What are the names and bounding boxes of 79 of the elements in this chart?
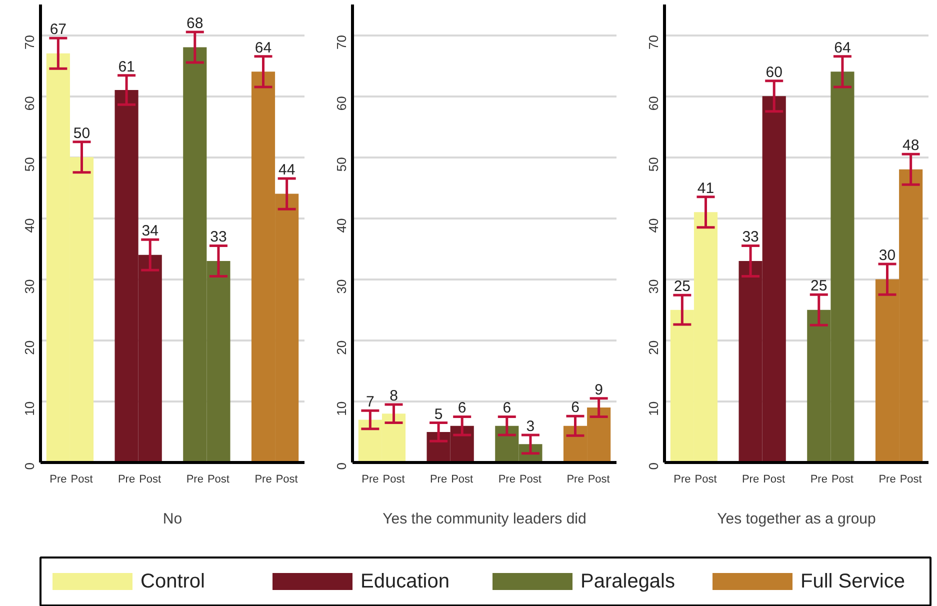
x-tick-label: Pre — [742, 474, 760, 486]
data-label: 41 — [697, 180, 714, 197]
y-tick-label: 20 — [646, 340, 661, 355]
data-label: 33 — [742, 228, 759, 246]
y-tick-label: 20 — [22, 340, 37, 355]
y-tick-label: 70 — [646, 35, 661, 50]
y-tick-label: 0 — [646, 462, 661, 470]
data-label: 5 — [434, 406, 443, 423]
x-tick-label: Post — [276, 474, 298, 486]
x-tick-label: Pre — [674, 474, 691, 486]
x-tick-label: Post — [207, 474, 230, 486]
data-label: 25 — [674, 278, 691, 296]
data-label: 68 — [186, 14, 204, 32]
data-label: 30 — [878, 247, 896, 264]
y-tick-label: 70 — [334, 35, 349, 50]
x-tick-label: Post — [139, 474, 162, 486]
y-tick-label: 30 — [22, 279, 37, 294]
y-tick-label: 50 — [646, 157, 661, 172]
legend-label: Paralegals — [580, 570, 676, 592]
x-tick-label: Post — [382, 474, 405, 486]
data-label: 34 — [142, 222, 158, 240]
x-tick-label: Post — [900, 474, 922, 486]
x-tick-label: Pre — [362, 474, 379, 486]
data-label: 9 — [594, 381, 603, 398]
y-tick-label: 60 — [334, 96, 349, 111]
data-label: 6 — [571, 399, 580, 416]
y-tick-label: 10 — [646, 401, 661, 416]
x-tick-label: Post — [831, 474, 854, 486]
y-tick-label: 0 — [334, 462, 349, 470]
legend-label: Education — [360, 570, 450, 592]
x-axis-title: No — [162, 510, 182, 528]
x-tick-label: Post — [451, 474, 474, 486]
data-label: 6 — [502, 400, 512, 417]
y-tick-label: 40 — [646, 218, 661, 233]
y-tick-label: 40 — [22, 218, 37, 233]
data-label: 44 — [278, 162, 296, 179]
y-tick-label: 30 — [334, 279, 349, 294]
x-tick-label: Pre — [186, 474, 204, 486]
data-label: 8 — [390, 387, 398, 404]
y-tick-label: 50 — [22, 157, 37, 172]
x-tick-label: Post — [763, 474, 786, 486]
y-tick-label: 10 — [22, 401, 37, 416]
data-label: 60 — [766, 64, 782, 81]
x-tick-label: Pre — [566, 474, 584, 486]
y-tick-label: 0 — [22, 462, 37, 470]
data-label: 67 — [50, 21, 67, 38]
x-tick-label: Pre — [430, 474, 448, 486]
y-tick-label: 60 — [22, 96, 37, 111]
legend-label: Full Service — [800, 570, 905, 592]
x-tick-label: Pre — [50, 474, 67, 486]
data-label: 33 — [210, 228, 227, 246]
x-axis-title: Yes the community leaders did — [382, 510, 586, 528]
data-label: 61 — [118, 58, 135, 76]
x-tick-label: Post — [519, 474, 542, 486]
data-label: 7 — [366, 394, 374, 411]
y-tick-label: 70 — [22, 35, 37, 50]
x-axis-title: Yes together as a group — [717, 510, 876, 528]
y-tick-label: 40 — [334, 218, 349, 233]
data-label: 6 — [458, 400, 466, 417]
data-label: 64 — [834, 39, 851, 56]
data-label: 50 — [73, 124, 90, 142]
x-tick-label: Post — [588, 474, 610, 486]
y-tick-label: 10 — [334, 401, 349, 416]
x-tick-label: Post — [70, 474, 93, 486]
y-tick-label: 20 — [334, 340, 349, 355]
data-label: 48 — [902, 137, 920, 154]
data-label: 64 — [254, 39, 272, 56]
data-label: 3 — [526, 418, 535, 436]
legend-label: Control — [140, 570, 205, 592]
y-tick-label: 50 — [334, 157, 349, 172]
x-tick-label: Pre — [118, 474, 136, 486]
x-tick-label: Pre — [810, 474, 828, 486]
y-tick-label: 30 — [646, 279, 661, 294]
x-tick-label: Pre — [254, 474, 272, 486]
y-tick-label: 60 — [646, 96, 661, 111]
x-tick-label: Pre — [878, 474, 896, 486]
x-tick-label: Post — [694, 474, 717, 486]
data-label: 25 — [810, 278, 828, 295]
x-tick-label: Pre — [498, 474, 516, 486]
